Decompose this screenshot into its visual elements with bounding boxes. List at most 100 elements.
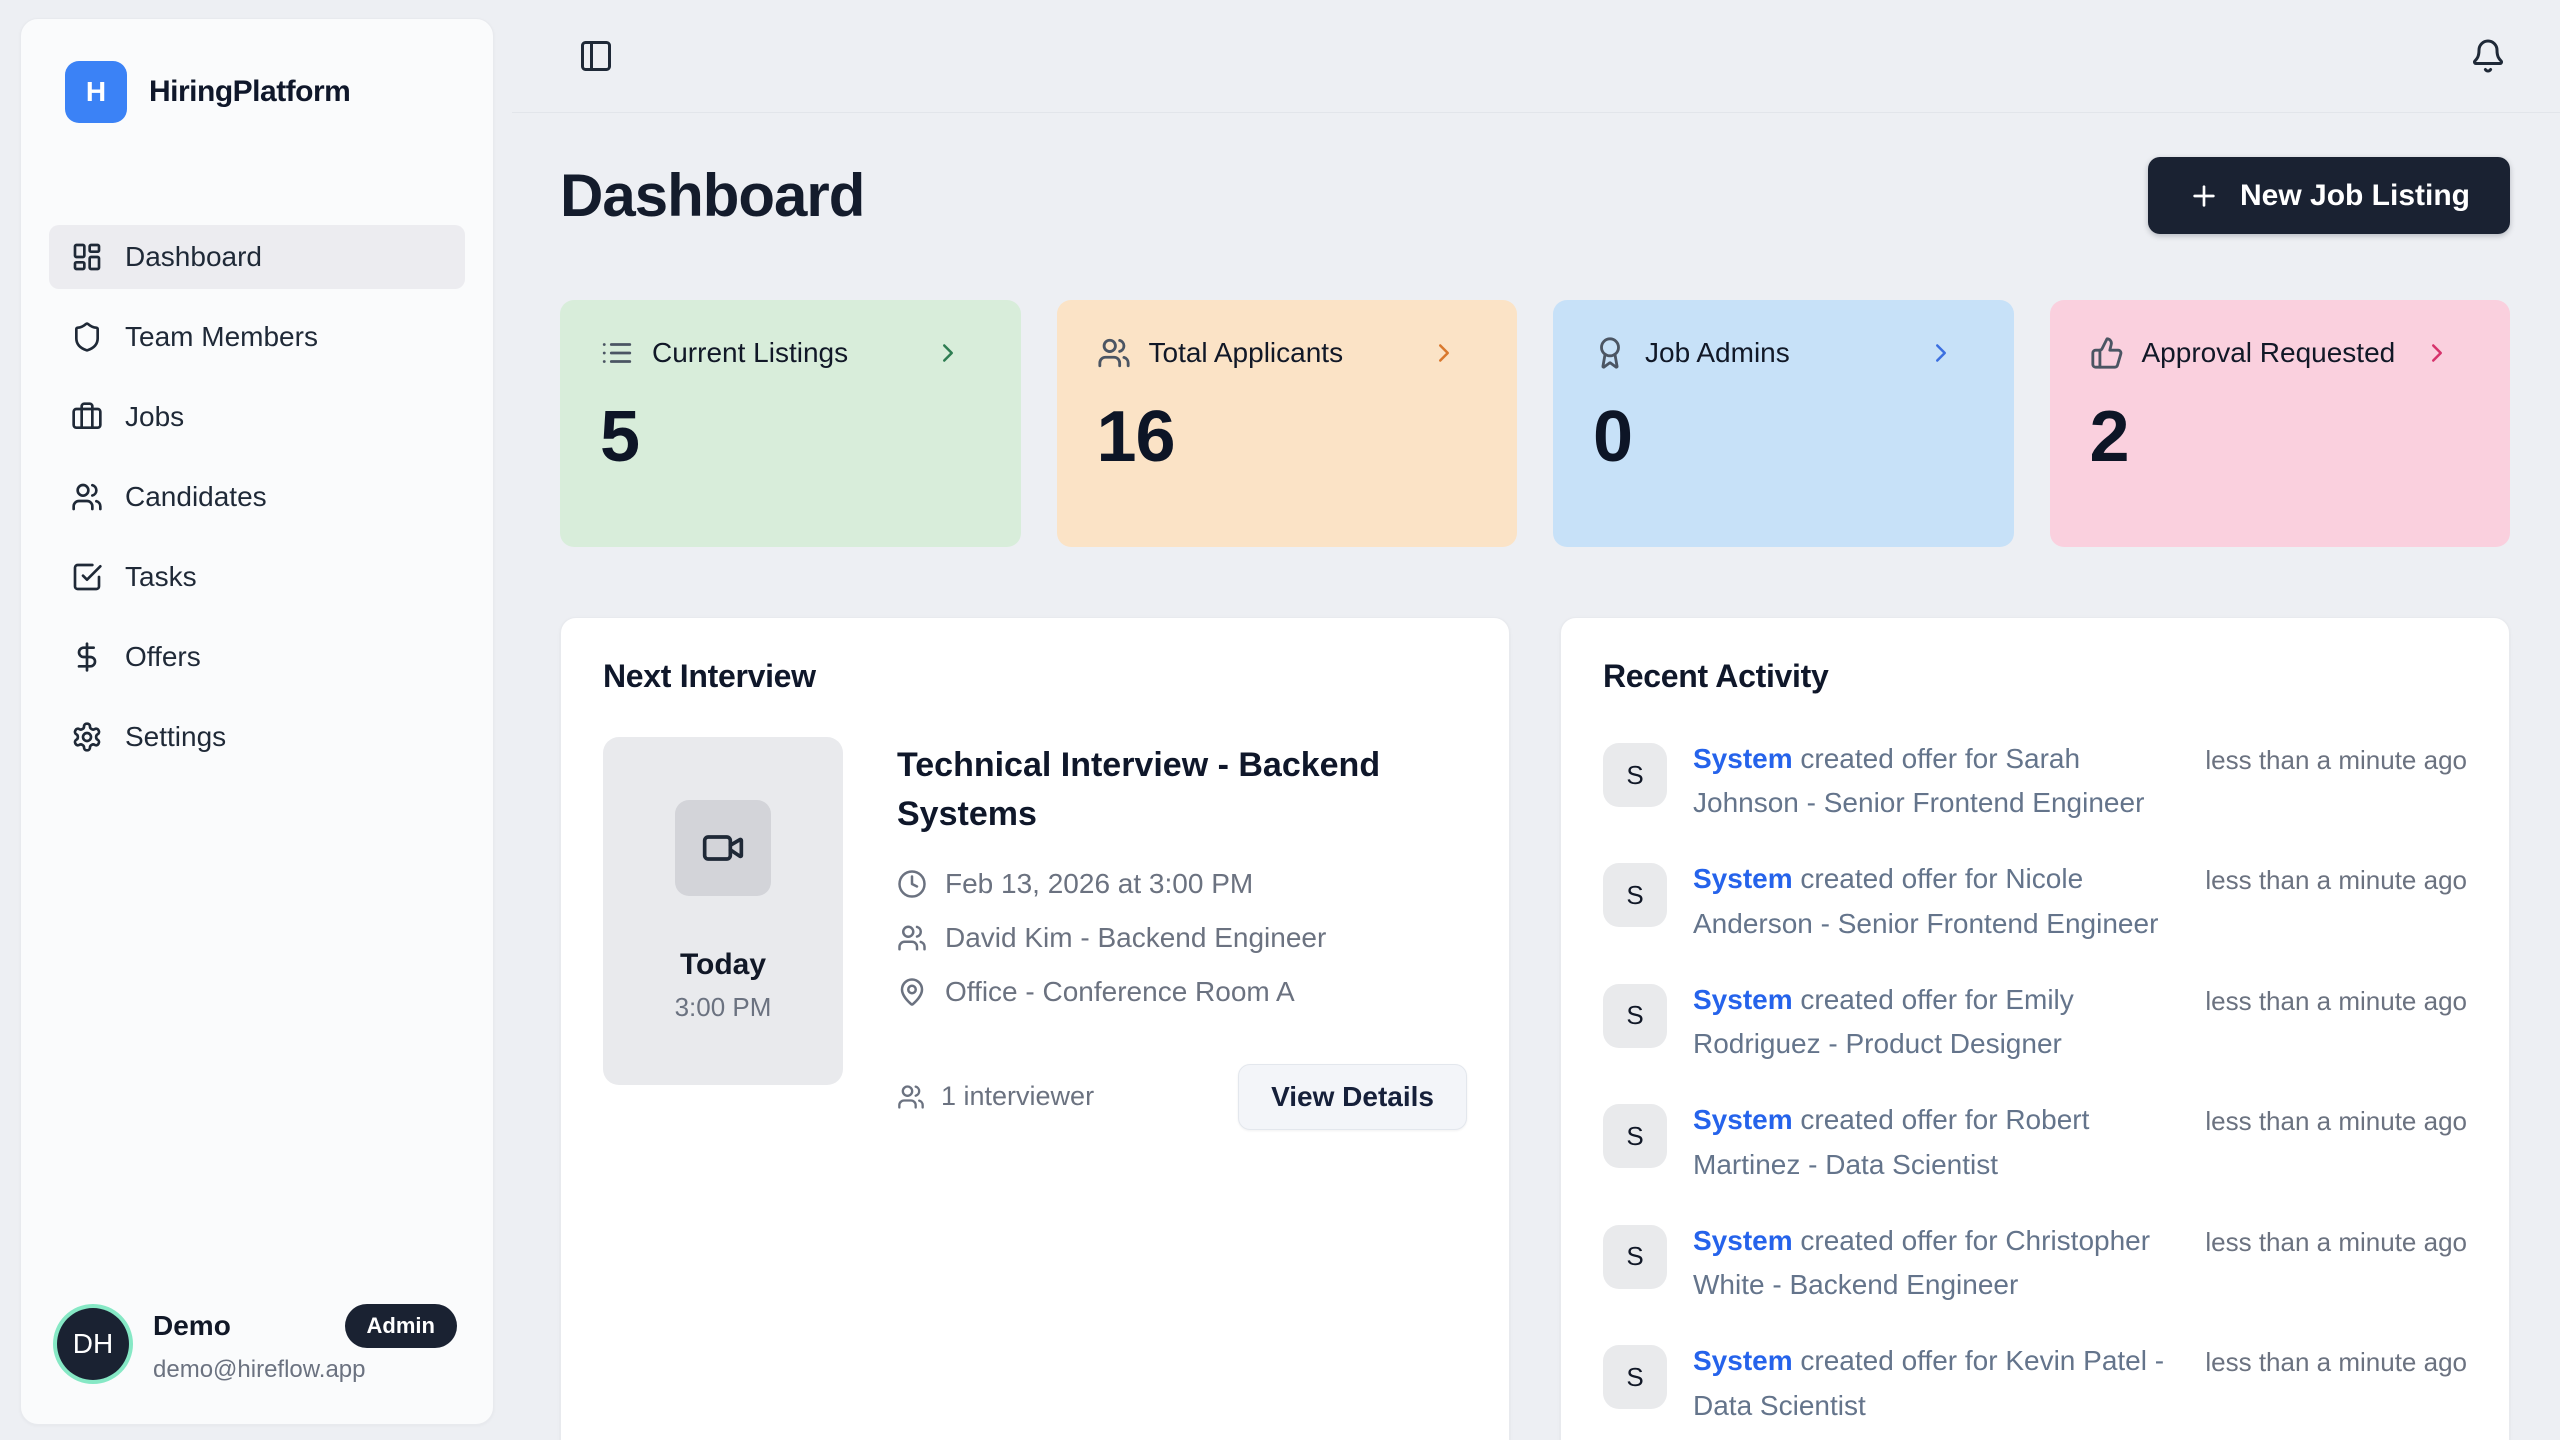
sidebar-item-tasks[interactable]: Tasks bbox=[49, 545, 465, 609]
panel-left-icon bbox=[581, 41, 611, 71]
interviewer-count: 1 interviewer bbox=[941, 1081, 1095, 1112]
plus-icon bbox=[2193, 184, 2215, 207]
new-job-listing-button[interactable]: New Job Listing bbox=[2147, 157, 2510, 234]
activity-timestamp: less than a minute ago bbox=[2205, 1226, 2467, 1257]
interview-time-label: 3:00 PM bbox=[674, 991, 772, 1022]
activity-timestamp: less than a minute ago bbox=[2205, 985, 2467, 1016]
activity-actor-link[interactable]: System bbox=[1693, 1224, 1793, 1256]
chevron-right-icon bbox=[942, 344, 953, 362]
sidebar-item-label: Team Members bbox=[125, 321, 318, 352]
activity-action: created offer for Robert Martinez - Data… bbox=[1693, 1104, 2090, 1180]
user-email: demo@hireflow.app bbox=[153, 1356, 366, 1383]
stat-label: Approval Requested bbox=[2141, 337, 2396, 368]
activity-avatar: S bbox=[1603, 743, 1667, 807]
stat-label: Current Listings bbox=[652, 337, 849, 368]
activity-actor-link[interactable]: System bbox=[1693, 983, 1793, 1015]
sidebar-item-team-members[interactable]: Team Members bbox=[49, 305, 465, 369]
activity-avatar: S bbox=[1603, 863, 1667, 928]
recent-activity-card: Recent Activity S System created offer f… bbox=[1560, 617, 2510, 1440]
users-icon bbox=[898, 925, 926, 951]
sidebar-item-label: Jobs bbox=[125, 401, 185, 432]
list-icon bbox=[602, 343, 632, 363]
activity-message: System created offer for Sarah Johnson -… bbox=[1693, 737, 2179, 825]
interview-candidate: David Kim - Backend Engineer bbox=[945, 921, 1327, 953]
sidebar-item-settings[interactable]: Settings bbox=[49, 705, 465, 769]
sidebar-nav: Dashboard Team Members Jobs Candidates T… bbox=[49, 225, 465, 785]
activity-item: S System created offer for Christopher W… bbox=[1603, 1219, 2467, 1307]
interview-title: Technical Interview - Backend Systems bbox=[897, 746, 1381, 834]
chevron-right-icon bbox=[1935, 344, 1946, 362]
brand-name: HiringPlatform bbox=[149, 75, 351, 108]
activity-action: created offer for Emily Rodriguez - Prod… bbox=[1693, 983, 2074, 1060]
activity-item: S System created offer for Nicole Anders… bbox=[1603, 857, 2467, 945]
dollar-sign-icon bbox=[77, 642, 97, 672]
stat-card-job-admins[interactable]: Job Admins 0 bbox=[1553, 300, 2014, 547]
sidebar-item-candidates[interactable]: Candidates bbox=[49, 465, 465, 529]
activity-timestamp: less than a minute ago bbox=[2205, 865, 2467, 896]
view-details-button[interactable]: View Details bbox=[1238, 1063, 1467, 1130]
map-pin-icon bbox=[900, 977, 924, 1006]
activity-message: System created offer for Emily Rodriguez… bbox=[1693, 978, 2179, 1066]
activity-actor-link[interactable]: System bbox=[1693, 743, 1793, 774]
activity-actor-link[interactable]: System bbox=[1693, 1345, 1793, 1377]
video-icon-tile bbox=[675, 799, 771, 896]
user-name: Demo bbox=[153, 1310, 231, 1341]
activity-action: created offer for Kevin Patel - Data Sci… bbox=[1693, 1345, 2165, 1421]
activity-avatar: S bbox=[1603, 983, 1667, 1048]
stats-row: Current Listings 5 Total Applicants 16 J… bbox=[560, 300, 2510, 547]
users-icon bbox=[898, 1084, 924, 1109]
activity-message: System created offer for Christopher Whi… bbox=[1693, 1219, 2179, 1307]
gear-icon bbox=[73, 722, 101, 752]
briefcase-icon bbox=[72, 402, 102, 429]
next-interview-title: Next Interview bbox=[603, 658, 816, 694]
sidebar-item-offers[interactable]: Offers bbox=[49, 625, 465, 689]
avatar: DH bbox=[57, 1308, 129, 1380]
recent-activity-title: Recent Activity bbox=[1603, 658, 1829, 694]
interview-location: Office - Conference Room A bbox=[945, 975, 1295, 1007]
layout-dashboard-icon bbox=[73, 243, 101, 271]
activity-action: created offer for Nicole Anderson - Seni… bbox=[1693, 863, 2159, 939]
stat-card-approval-requested[interactable]: Approval Requested 2 bbox=[2049, 300, 2510, 547]
stat-card-total-applicants[interactable]: Total Applicants 16 bbox=[1056, 300, 1517, 547]
clock-icon bbox=[898, 869, 926, 898]
stat-value: 2 bbox=[2089, 397, 2130, 477]
activity-item: S System created offer for Emily Rodrigu… bbox=[1603, 978, 2467, 1066]
award-icon bbox=[1600, 337, 1620, 369]
stat-value: 16 bbox=[1096, 397, 1176, 477]
sidebar-toggle-button[interactable] bbox=[576, 36, 616, 76]
chevron-right-icon bbox=[2432, 344, 2442, 362]
check-square-icon bbox=[73, 563, 102, 591]
activity-actor-link[interactable]: System bbox=[1693, 1104, 1793, 1136]
stat-label: Job Admins bbox=[1645, 337, 1790, 368]
stat-label: Total Applicants bbox=[1148, 337, 1344, 368]
user-profile[interactable]: DH Demo Admin demo@hireflow.app bbox=[49, 1304, 465, 1384]
brand: H HiringPlatform bbox=[49, 53, 465, 123]
activity-message: System created offer for Nicole Anderson… bbox=[1693, 857, 2179, 945]
video-icon bbox=[702, 834, 744, 861]
activity-action: created offer for Christopher White - Ba… bbox=[1693, 1224, 2151, 1301]
thumbs-up-icon bbox=[2090, 337, 2122, 369]
chevron-right-icon bbox=[1439, 344, 1449, 362]
users-icon bbox=[1097, 338, 1130, 368]
activity-item: S System created offer for Kevin Patel -… bbox=[1603, 1339, 2467, 1427]
activity-timestamp: less than a minute ago bbox=[2205, 1347, 2467, 1378]
notifications-button[interactable] bbox=[2468, 36, 2508, 76]
brand-logo: H bbox=[65, 61, 127, 123]
topbar bbox=[512, 0, 2560, 113]
stat-value: 5 bbox=[600, 397, 640, 477]
interview-day-label: Today bbox=[679, 947, 767, 981]
sidebar-item-jobs[interactable]: Jobs bbox=[49, 385, 465, 449]
sidebar-item-dashboard[interactable]: Dashboard bbox=[49, 225, 465, 289]
activity-message: System created offer for Robert Martinez… bbox=[1693, 1098, 2179, 1186]
activity-actor-link[interactable]: System bbox=[1693, 863, 1793, 895]
activity-action: created offer for Sarah Johnson - Senior… bbox=[1693, 743, 2145, 819]
sidebar-item-label: Settings bbox=[125, 721, 227, 752]
activity-timestamp: less than a minute ago bbox=[2205, 1106, 2467, 1137]
shield-icon bbox=[75, 322, 99, 352]
stat-card-current-listings[interactable]: Current Listings 5 bbox=[560, 300, 1021, 547]
sidebar: H HiringPlatform Dashboard Team Members … bbox=[20, 18, 494, 1425]
main-area: Dashboard New Job Listing Current Listin… bbox=[512, 0, 2560, 1440]
stat-value: 0 bbox=[1593, 397, 1633, 477]
sidebar-item-label: Dashboard bbox=[125, 241, 262, 272]
activity-item: S System created offer for Robert Martin… bbox=[1603, 1098, 2467, 1186]
